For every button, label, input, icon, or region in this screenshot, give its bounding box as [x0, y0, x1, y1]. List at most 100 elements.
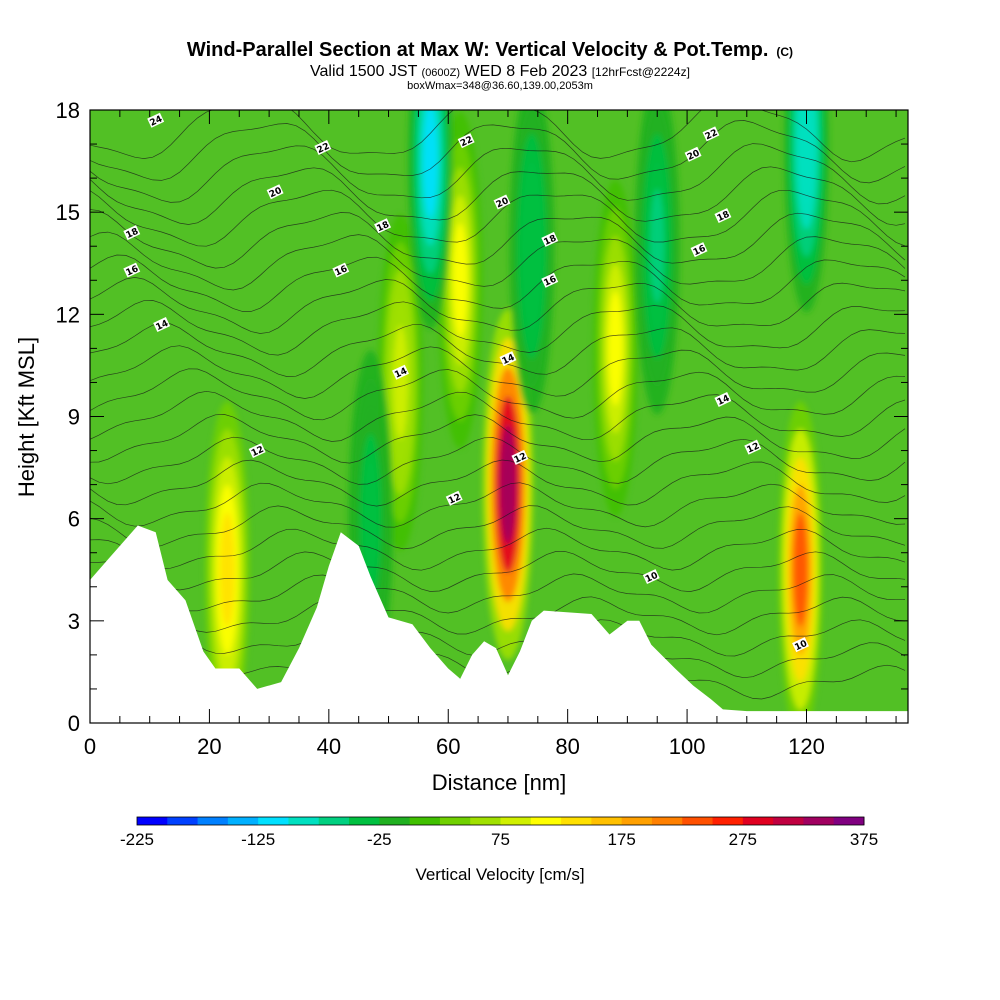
theta-contour-line — [90, 505, 906, 550]
colorbar-swatch — [349, 817, 380, 825]
w-cell-6-level-4 — [423, 110, 438, 219]
theta-label: 14 — [393, 366, 409, 380]
colorbar-swatch — [833, 817, 865, 825]
w-cell-5-level-4 — [393, 325, 408, 440]
x-tick-label: 60 — [436, 734, 460, 759]
theta-label-box — [332, 262, 350, 278]
theta-label: 16 — [334, 264, 350, 278]
theta-contour-line — [90, 120, 906, 184]
vertical-velocity-field — [204, 110, 829, 723]
y-tick-label: 0 — [68, 711, 80, 736]
theta-label-box — [714, 391, 732, 407]
y-axis: 0 3 6 9 12 15 18 — [56, 98, 908, 736]
x-tick-label: 120 — [788, 734, 825, 759]
theta-label: 16 — [543, 274, 559, 288]
theta-label: 12 — [250, 445, 266, 459]
chart-subtitle-box: boxWmax=348@36.60,139.00,2053m — [407, 80, 593, 92]
theta-contour-line — [90, 573, 906, 614]
colorbar-swatch — [500, 817, 532, 825]
colorbar-frame — [136, 816, 865, 826]
y-axis-label: Height [Kft MSL] — [14, 337, 39, 497]
w-cell-3-level-4 — [608, 291, 623, 406]
x-tick-label: 100 — [669, 734, 706, 759]
w-cell-4-level-4 — [452, 223, 468, 338]
theta-label-box — [123, 225, 141, 241]
colorbar-swatch — [197, 817, 229, 825]
theta-label: 10 — [793, 639, 809, 653]
theta-label: 24 — [149, 114, 165, 128]
colorbar-swatch — [409, 817, 441, 825]
w-cell-2-level-4 — [220, 512, 235, 627]
colorbar-swatch — [561, 817, 592, 825]
theta-label-box — [541, 231, 559, 247]
theta-label: 18 — [716, 210, 732, 224]
theta-contour-line — [90, 459, 906, 507]
theta-label-box — [314, 139, 332, 155]
y-tick-label: 9 — [68, 405, 80, 430]
colorbar-swatch — [742, 817, 774, 825]
plot-area — [90, 110, 908, 723]
theta-label-box — [248, 443, 266, 459]
colorbar-swatch — [682, 817, 714, 825]
theta-label-box — [792, 637, 809, 653]
theta-label: 16 — [125, 264, 141, 278]
theta-label-box — [445, 490, 463, 506]
colorbar-tick-label: 275 — [729, 830, 757, 849]
chart-subtitle: Valid 1500 JST (0600Z) WED 8 Feb 2023 [1… — [310, 63, 690, 80]
theta-label-box — [123, 262, 141, 278]
theta-label: 22 — [316, 142, 332, 156]
theta-label: 12 — [746, 441, 762, 455]
theta-label: 22 — [704, 128, 720, 142]
colorbar: -225 -125 -25 75 175 275 375 — [120, 816, 878, 849]
theta-contour-line — [90, 414, 906, 464]
theta-label: 12 — [513, 452, 529, 466]
y-tick-label: 15 — [56, 200, 80, 225]
theta-label: 18 — [125, 227, 141, 241]
theta-label-box — [714, 208, 732, 224]
colorbar-swatch — [803, 817, 835, 825]
colorbar-tick-label: 375 — [850, 830, 878, 849]
colorbar-swatch — [258, 817, 289, 825]
terrain — [90, 525, 908, 723]
theta-label: 12 — [447, 492, 463, 506]
colorbar-swatch — [591, 817, 623, 825]
chart-title: Wind-Parallel Section at Max W: Vertical… — [187, 39, 793, 61]
theta-label-box — [457, 133, 475, 149]
colorbar-tick-label: 75 — [491, 830, 510, 849]
colorbar-tick-label: -225 — [120, 830, 154, 849]
x-axis-label: Distance [nm] — [432, 770, 567, 795]
theta-label: 18 — [543, 234, 559, 248]
theta-label: 14 — [716, 394, 732, 408]
theta-label-box — [511, 449, 529, 465]
theta-label-box — [493, 194, 511, 210]
y-tick-label: 3 — [68, 609, 80, 634]
colorbar-swatch — [651, 817, 683, 825]
colorbar-swatch — [227, 817, 259, 825]
x-tick-label: 80 — [555, 734, 579, 759]
theta-contour-line — [90, 596, 906, 636]
colorbar-swatch — [288, 817, 320, 825]
theta-label-box — [392, 364, 409, 380]
theta-label-box — [744, 439, 762, 455]
theta-label-box — [374, 218, 392, 234]
theta-contour-line — [90, 527, 906, 571]
colorbar-swatch — [773, 817, 804, 825]
colorbar-label: Vertical Velocity [cm/s] — [415, 865, 584, 884]
colorbar-swatch — [621, 817, 653, 825]
theta-contour-line — [90, 482, 906, 528]
theta-label-box — [684, 146, 702, 162]
theta-contour-line — [90, 231, 906, 291]
theta-label: 14 — [501, 353, 517, 367]
theta-label: 20 — [495, 196, 511, 210]
theta-label-box — [499, 351, 517, 367]
theta-contour-line — [90, 254, 906, 312]
theta-contour-line — [90, 300, 906, 356]
theta-label-box — [266, 184, 284, 200]
theta-contour-line — [90, 189, 906, 247]
theta-contour-line — [90, 110, 906, 163]
theta-contour-line — [90, 277, 906, 334]
theta-contour-line — [90, 345, 906, 399]
y-tick-label: 12 — [56, 302, 80, 327]
w-cell-8-level-4 — [649, 189, 665, 304]
